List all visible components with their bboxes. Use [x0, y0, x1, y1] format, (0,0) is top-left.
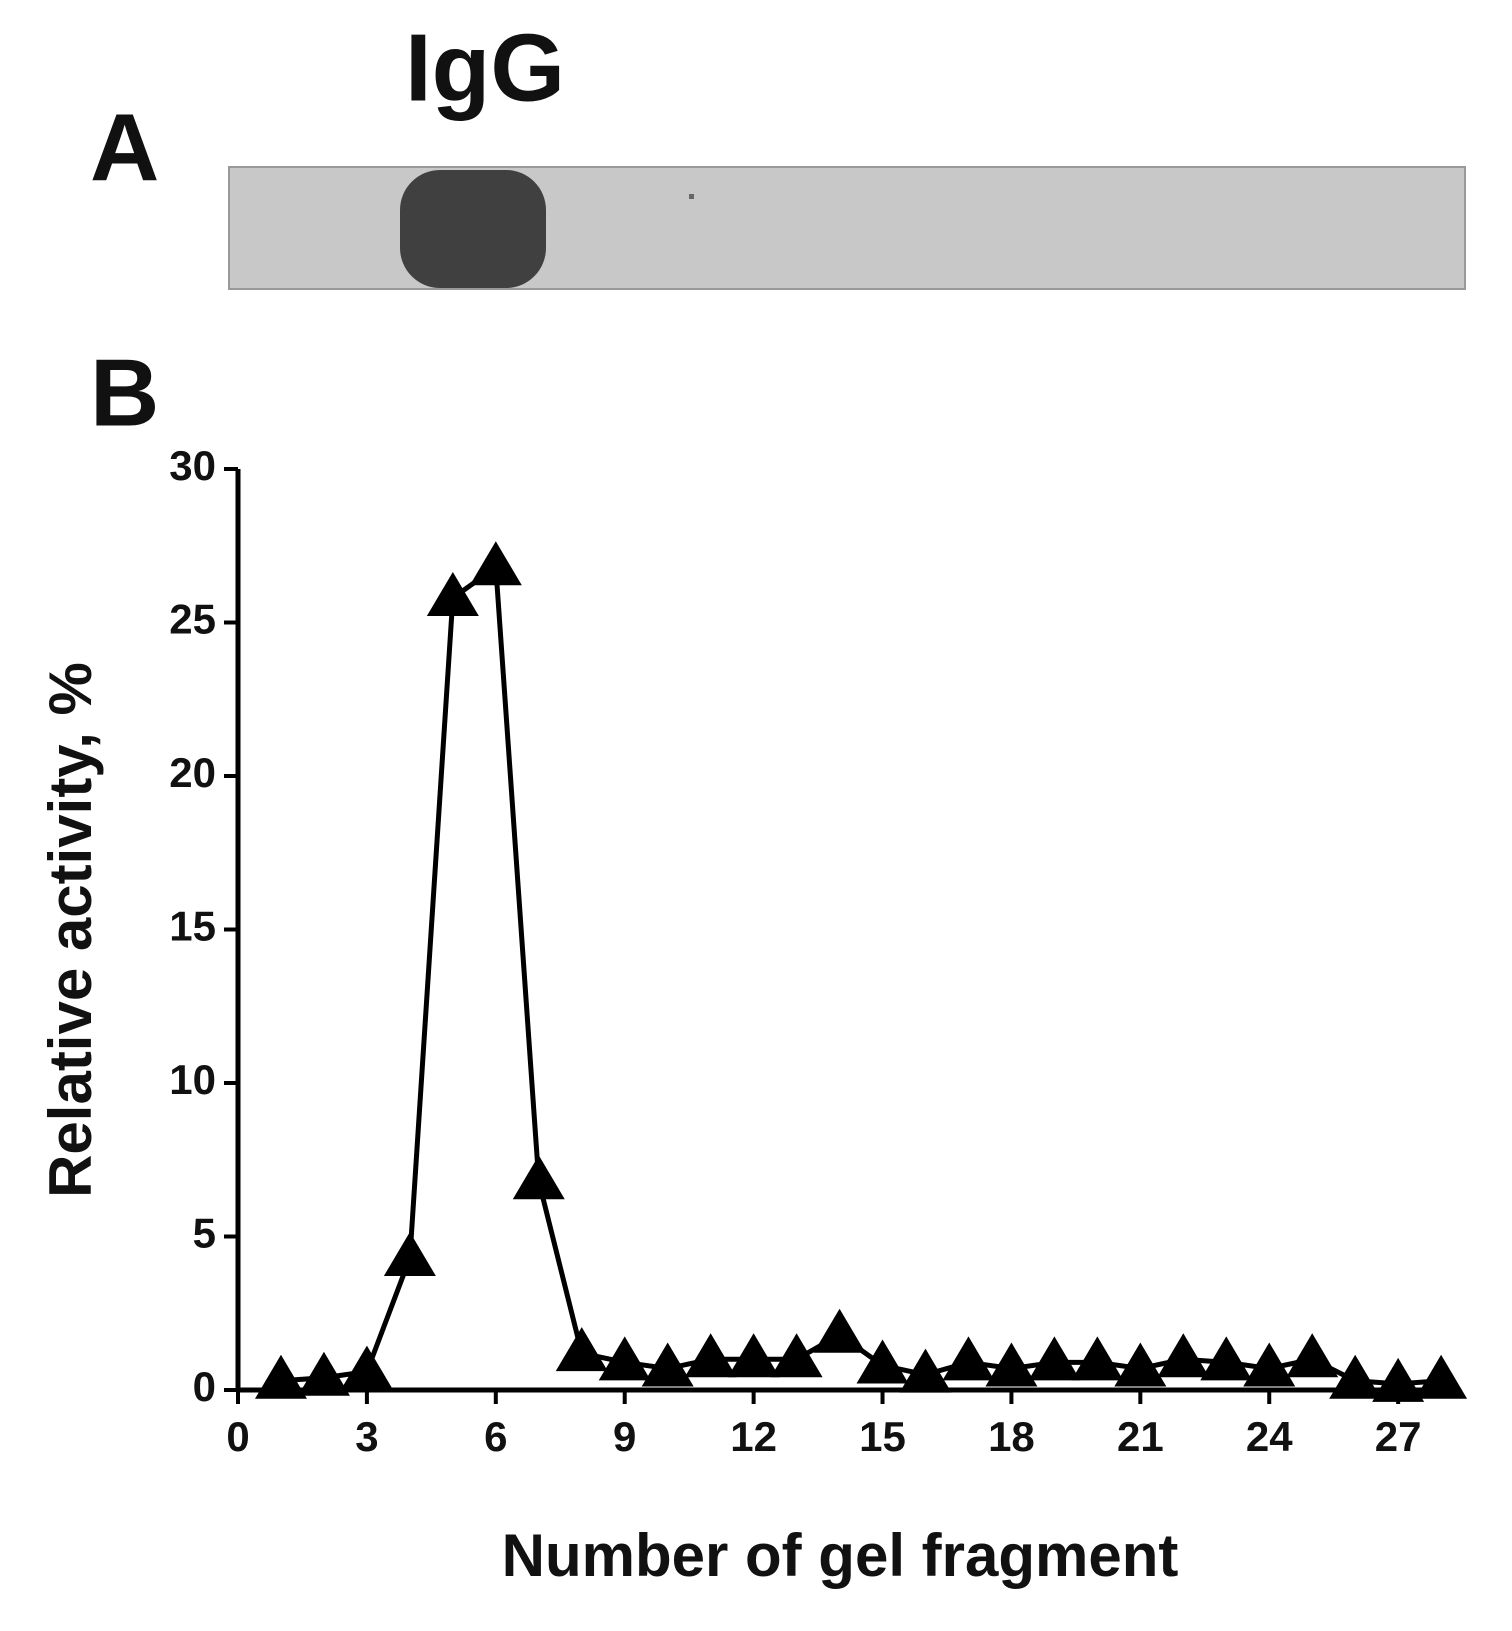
- triangle-marker: [1415, 1354, 1468, 1399]
- panel-label: B: [90, 339, 159, 446]
- x-tick-label: 18: [988, 1413, 1035, 1460]
- y-tick-label: 15: [169, 903, 216, 950]
- triangle-marker: [985, 1342, 1038, 1387]
- triangle-marker: [254, 1354, 307, 1399]
- y-tick-label: 5: [193, 1210, 216, 1257]
- x-tick-label: 24: [1246, 1413, 1293, 1460]
- triangle-marker: [770, 1333, 823, 1378]
- triangle-marker: [899, 1348, 952, 1393]
- triangle-marker: [512, 1155, 565, 1200]
- triangle-marker: [1372, 1357, 1425, 1402]
- triangle-marker: [426, 571, 479, 616]
- x-tick-label: 27: [1375, 1413, 1422, 1460]
- y-tick-label: 20: [169, 749, 216, 796]
- gel-band: [400, 170, 546, 288]
- triangle-marker: [469, 541, 522, 586]
- triangle-marker: [1200, 1336, 1253, 1381]
- triangle-marker: [1329, 1354, 1382, 1399]
- x-tick-label: 12: [730, 1413, 777, 1460]
- triangle-marker: [813, 1308, 866, 1353]
- x-axis-label: Number of gel fragment: [502, 1522, 1179, 1589]
- x-tick-label: 6: [484, 1413, 507, 1460]
- x-tick-label: 0: [226, 1413, 249, 1460]
- triangle-marker: [598, 1336, 651, 1381]
- triangle-marker: [1157, 1333, 1210, 1378]
- triangle-marker: [1114, 1342, 1167, 1387]
- triangle-marker: [1243, 1342, 1296, 1387]
- triangle-marker: [856, 1339, 909, 1384]
- triangle-marker: [1071, 1336, 1124, 1381]
- x-tick-label: 9: [613, 1413, 636, 1460]
- triangle-marker: [684, 1333, 737, 1378]
- panel-label: A: [90, 94, 159, 201]
- triangle-marker: [727, 1333, 780, 1378]
- y-axis-label: Relative activity, %: [37, 662, 104, 1198]
- triangle-marker: [1286, 1333, 1339, 1378]
- x-tick-label: 3: [355, 1413, 378, 1460]
- triangle-marker: [555, 1327, 608, 1372]
- y-tick-label: 0: [193, 1363, 216, 1410]
- gel-speck: [689, 194, 694, 199]
- y-tick-label: 30: [169, 442, 216, 489]
- triangle-marker: [1028, 1336, 1081, 1381]
- data-line: [280, 562, 1442, 1387]
- x-tick-label: 21: [1117, 1413, 1164, 1460]
- gel-strip: [228, 166, 1466, 290]
- gel-label: IgG: [405, 14, 565, 121]
- triangle-marker: [297, 1351, 350, 1396]
- x-tick-label: 15: [859, 1413, 906, 1460]
- y-tick-label: 25: [169, 596, 216, 643]
- y-tick-label: 10: [169, 1056, 216, 1103]
- triangle-marker: [383, 1231, 436, 1276]
- triangle-marker: [340, 1345, 393, 1390]
- triangle-marker: [942, 1336, 995, 1381]
- triangle-marker: [641, 1342, 694, 1387]
